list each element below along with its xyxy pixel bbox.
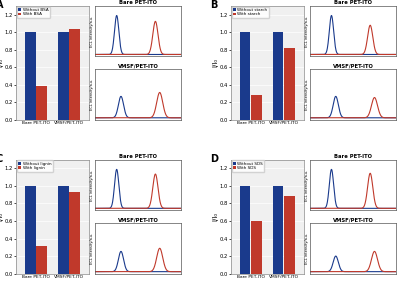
Bar (273, 186, 284, 274)
Bar (251, 95, 262, 120)
Text: D: D (210, 154, 218, 164)
Y-axis label: ECL intensity/a.u.: ECL intensity/a.u. (305, 233, 309, 264)
Legend: Without BSA, With BSA: Without BSA, With BSA (17, 7, 50, 18)
Bar (69, 29, 80, 120)
Text: A: A (0, 0, 3, 10)
Legend: Without lignin, With lignin: Without lignin, With lignin (17, 160, 52, 172)
Y-axis label: ECL intensity/a.u.: ECL intensity/a.u. (305, 16, 309, 47)
Bar (25, 186, 36, 274)
Title: Bare PET-ITO: Bare PET-ITO (119, 0, 157, 5)
Y-axis label: I/I₀: I/I₀ (212, 212, 218, 221)
Title: VMSF/PET-ITO: VMSF/PET-ITO (332, 64, 374, 69)
Y-axis label: ECL intensity/a.u.: ECL intensity/a.u. (90, 233, 94, 264)
Bar (273, 32, 284, 120)
Y-axis label: ECL intensity/a.u.: ECL intensity/a.u. (90, 169, 94, 200)
Title: VMSF/PET-ITO: VMSF/PET-ITO (118, 217, 159, 223)
Title: Bare PET-ITO: Bare PET-ITO (334, 154, 372, 159)
Bar (240, 186, 250, 274)
Bar (36, 246, 47, 274)
Y-axis label: ECL intensity/a.u.: ECL intensity/a.u. (305, 79, 309, 110)
Bar (25, 32, 36, 120)
Y-axis label: I/I₀: I/I₀ (0, 58, 4, 67)
Y-axis label: I/I₀: I/I₀ (0, 212, 4, 221)
Bar (36, 86, 47, 120)
Title: Bare PET-ITO: Bare PET-ITO (119, 154, 157, 159)
Y-axis label: ECL intensity/a.u.: ECL intensity/a.u. (90, 16, 94, 47)
Bar (69, 192, 80, 274)
Legend: Without starch, With starch: Without starch, With starch (232, 7, 269, 18)
Bar (284, 48, 295, 120)
Y-axis label: I/I₀: I/I₀ (212, 58, 218, 67)
Bar (240, 32, 250, 120)
Title: VMSF/PET-ITO: VMSF/PET-ITO (118, 64, 159, 69)
Text: B: B (210, 0, 218, 10)
Bar (58, 32, 69, 120)
Title: Bare PET-ITO: Bare PET-ITO (334, 0, 372, 5)
Y-axis label: ECL intensity/a.u.: ECL intensity/a.u. (305, 169, 309, 200)
Title: VMSF/PET-ITO: VMSF/PET-ITO (332, 217, 374, 223)
Bar (58, 186, 69, 274)
Bar (251, 221, 262, 274)
Bar (284, 196, 295, 274)
Legend: Without SDS, With SDS: Without SDS, With SDS (232, 160, 264, 172)
Y-axis label: ECL intensity/a.u.: ECL intensity/a.u. (90, 79, 94, 110)
Text: C: C (0, 154, 3, 164)
